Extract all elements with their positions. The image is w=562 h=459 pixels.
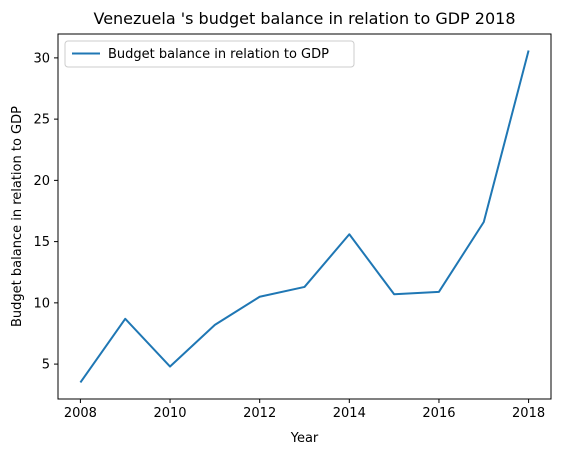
x-axis: 2008 2010 2012 2014 2016 2018 [64,399,545,421]
x-tick-label: 2014 [333,406,366,421]
y-axis-label: Budget balance in relation to GDP [10,106,25,327]
y-tick-label: 10 [33,296,50,311]
y-tick-label: 30 [33,51,50,66]
y-axis: 5 10 15 20 25 30 [33,51,58,373]
x-tick-label: 2012 [243,406,276,421]
legend-box [64,40,355,68]
x-tick-label: 2008 [64,406,97,421]
x-axis-label: Year [290,431,319,446]
y-tick-label: 15 [33,235,50,250]
x-tick-label: 2018 [512,406,545,421]
series-layer [79,50,530,384]
series-line [79,50,530,384]
chart-title: Venezuela 's budget balance in relation … [93,9,515,28]
x-tick-label: 2016 [422,406,455,421]
y-tick-label: 5 [42,358,50,373]
plot-area [57,33,552,400]
legend: Budget balance in relation to GDP [64,40,355,68]
y-tick-label: 25 [33,113,50,128]
x-tick-label: 2010 [153,406,186,421]
legend-label: Budget balance in relation to GDP [108,47,329,62]
y-tick-label: 20 [33,174,50,189]
